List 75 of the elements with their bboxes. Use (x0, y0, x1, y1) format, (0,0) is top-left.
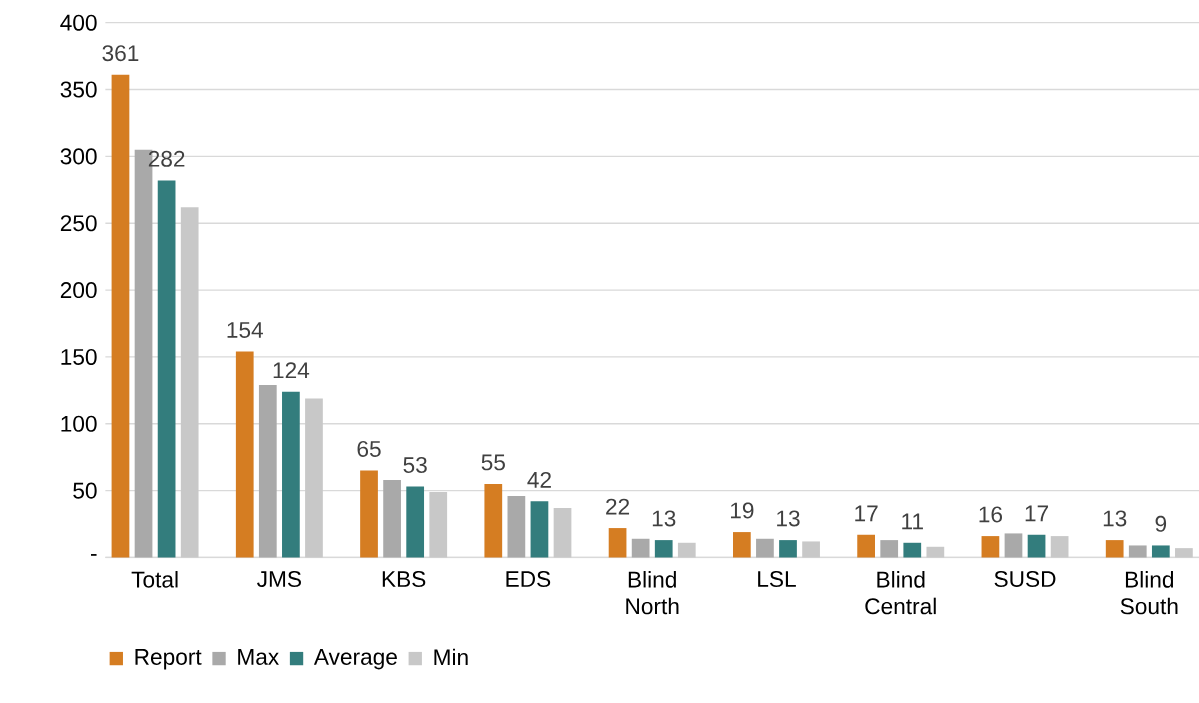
bar (507, 496, 526, 558)
bar (360, 470, 378, 558)
data-label: 13 (1103, 510, 1127, 527)
bar (235, 351, 254, 558)
data-label: 13 (777, 510, 800, 527)
bar (756, 538, 774, 558)
bar (258, 385, 277, 558)
data-label: 19 (730, 502, 754, 519)
legend-label: Average (313, 649, 397, 670)
bar (111, 74, 130, 558)
bar (677, 542, 696, 558)
data-label: 361 (102, 45, 139, 62)
x-tick-label: Blind South (1120, 571, 1178, 615)
x-tick-label: Blind North (626, 571, 679, 615)
x-tick-label: Total (131, 571, 178, 588)
bar (282, 391, 300, 558)
legend-label: Min (434, 648, 468, 666)
bar (981, 536, 1000, 558)
bar (926, 546, 945, 558)
bar (1105, 540, 1124, 558)
bar (1128, 545, 1147, 558)
y-tick-label: 50 (73, 482, 97, 499)
data-label: 16 (979, 506, 1003, 523)
bar (429, 492, 448, 558)
bar (608, 528, 627, 558)
bar (857, 534, 875, 558)
data-label: 17 (855, 505, 878, 522)
x-tick-label: EDS (506, 571, 551, 588)
data-label: 154 (227, 322, 263, 339)
y-tick-label: 200 (60, 282, 97, 299)
legend-label: Max (238, 649, 279, 665)
data-label: 13 (652, 510, 676, 527)
bar (1175, 548, 1193, 558)
data-label: 53 (403, 457, 427, 474)
bar (1050, 536, 1069, 558)
bar (732, 532, 751, 558)
bar (1004, 533, 1023, 558)
y-tick-label: - (91, 554, 97, 556)
bar (530, 501, 549, 558)
data-label: 17 (1025, 505, 1049, 522)
data-label: 282 (148, 150, 185, 167)
bar (802, 541, 820, 558)
y-tick-label: 150 (61, 348, 97, 366)
data-label: 22 (606, 498, 630, 515)
bar (305, 398, 323, 558)
bar (654, 540, 673, 558)
bar (779, 540, 797, 558)
data-label: 124 (273, 362, 310, 379)
bar (484, 484, 503, 558)
y-tick-label: 400 (60, 14, 97, 31)
y-tick-label: 350 (60, 81, 97, 98)
bar (180, 207, 199, 558)
data-label: 42 (527, 471, 551, 488)
data-label: 11 (902, 513, 923, 530)
bar (406, 486, 425, 558)
data-label: 55 (481, 454, 505, 471)
y-tick-label: 300 (60, 148, 97, 165)
bar (631, 538, 650, 558)
y-tick-label: 100 (61, 415, 97, 432)
y-tick-label: 250 (60, 215, 97, 232)
data-label: 65 (357, 440, 381, 458)
bar (1027, 534, 1046, 558)
x-tick-label: Blind Central (865, 571, 936, 615)
data-label: 9 (1155, 515, 1167, 532)
bar (157, 180, 176, 558)
bar (383, 480, 401, 558)
x-tick-label: SUSD (994, 571, 1056, 588)
x-tick-label: JMS (257, 571, 301, 588)
bar (553, 508, 572, 558)
x-tick-label: KBS (382, 571, 426, 588)
x-tick-label: LSL (758, 571, 796, 588)
bar (880, 540, 899, 558)
legend-label: Report (135, 649, 202, 670)
bar (1151, 545, 1170, 558)
bar (903, 542, 922, 558)
